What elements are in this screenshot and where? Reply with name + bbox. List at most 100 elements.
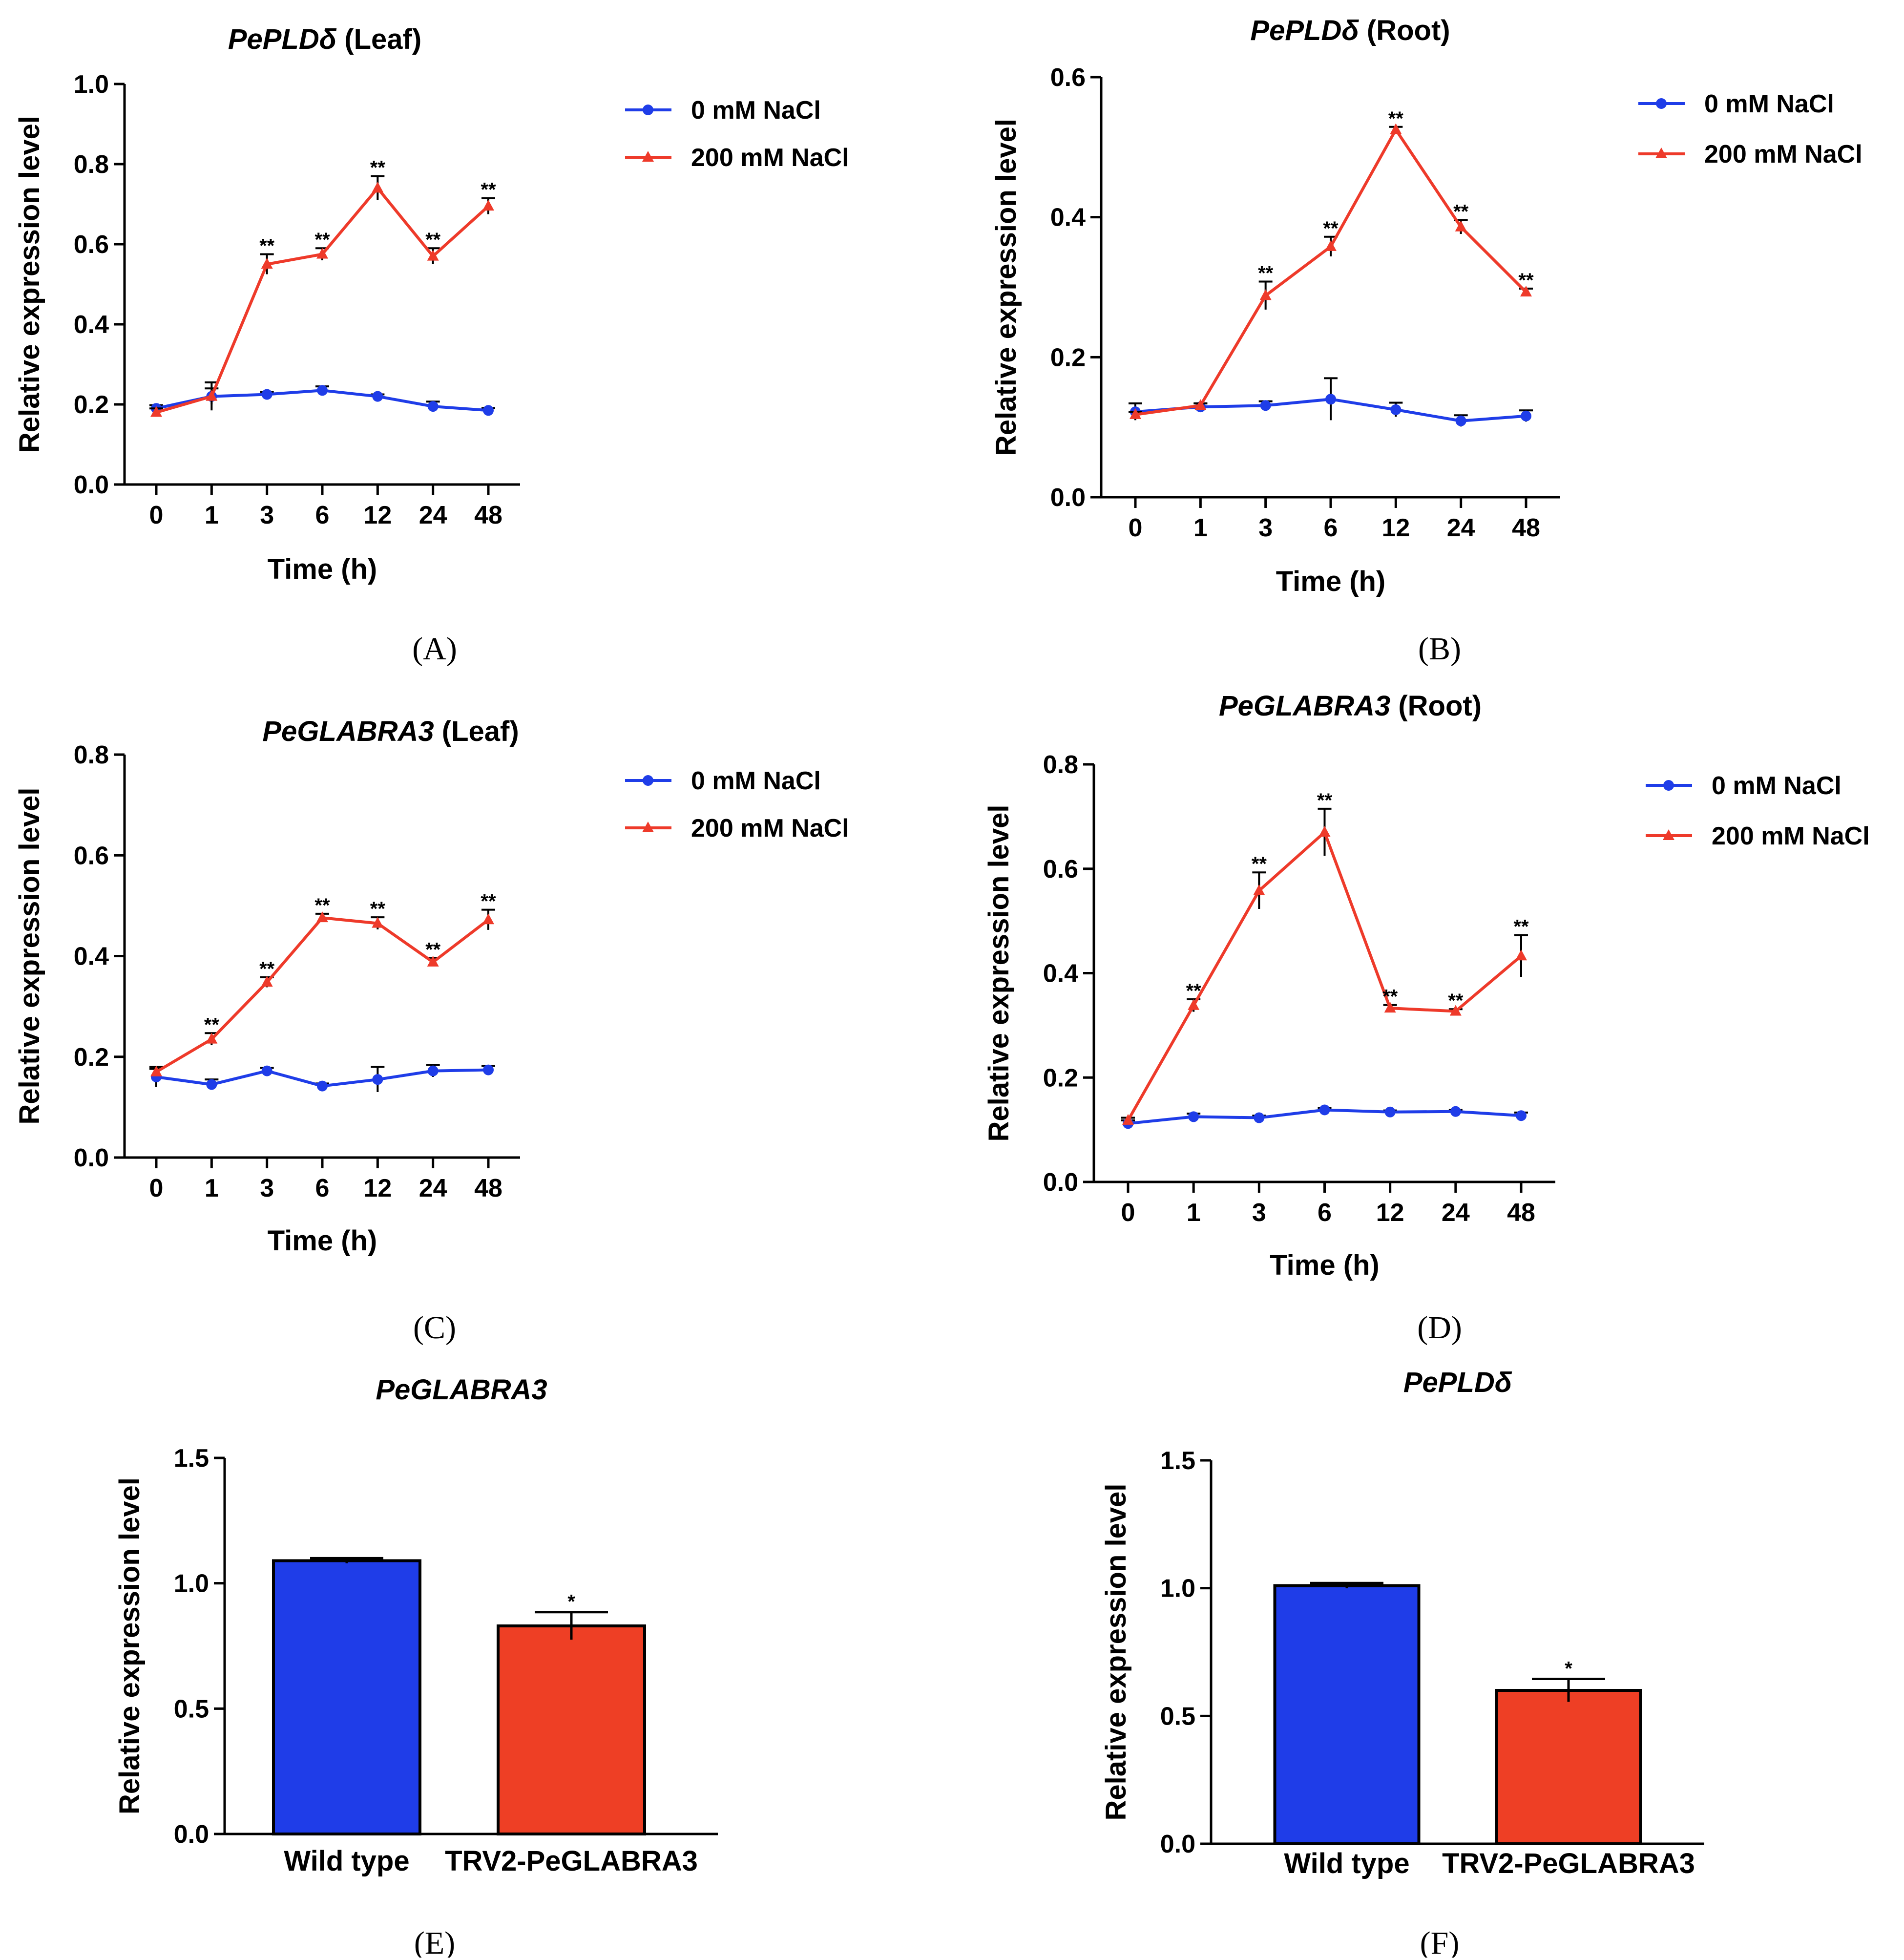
data-point <box>1455 220 1467 232</box>
data-point <box>1130 408 1141 419</box>
bar-group: Wild type <box>1273 1581 1421 1879</box>
chart-title-gene: PeGLABRA3 <box>1219 690 1390 722</box>
chart-title-suffix: (Leaf) <box>434 716 519 747</box>
panel-label: (F) <box>1420 1925 1460 1958</box>
x-tick-label: 0 <box>1129 514 1143 542</box>
data-point <box>261 1065 272 1076</box>
significance-marker: ** <box>204 1014 220 1035</box>
panel-label: (C) <box>413 1310 456 1346</box>
x-category-label: TRV2-PeGLABRA3 <box>1442 1848 1695 1879</box>
data-point <box>1259 289 1272 300</box>
data-point <box>1515 949 1527 961</box>
bar <box>272 1559 421 1835</box>
bar <box>497 1624 646 1836</box>
x-tick-label: 3 <box>1258 514 1273 542</box>
legend-marker <box>643 105 653 115</box>
data-point <box>372 1074 383 1085</box>
significance-marker: ** <box>1448 990 1464 1012</box>
data-point <box>206 390 218 401</box>
data-point <box>317 385 328 396</box>
data-point <box>483 405 494 416</box>
significance-marker: ** <box>481 179 496 201</box>
y-axis-title: Relative expression level <box>14 116 45 453</box>
x-tick-label: 3 <box>260 501 274 529</box>
x-tick-label: 24 <box>419 1174 447 1202</box>
legend-marker <box>1663 780 1674 791</box>
legend-label: 200 mM NaCl <box>691 144 849 172</box>
bar-group: * TRV2-PeGLABRA3 <box>445 1591 698 1877</box>
significance-marker: ** <box>1513 916 1529 937</box>
data-point <box>261 258 273 269</box>
data-point <box>427 250 439 261</box>
significance-marker: ** <box>314 229 330 251</box>
data-point <box>1449 1005 1462 1016</box>
chart-title: PeGLABRA3 (Leaf) <box>262 716 519 747</box>
x-tick-label: 24 <box>1442 1199 1470 1227</box>
bar-group: * TRV2-PeGLABRA3 <box>1442 1658 1695 1879</box>
x-tick-label: 12 <box>1381 514 1410 542</box>
y-tick-label: 0.0 <box>74 1144 109 1172</box>
data-point <box>1194 399 1207 410</box>
significance-marker: ** <box>1323 218 1339 239</box>
significance-marker: ** <box>1186 980 1202 1002</box>
data-point <box>261 976 273 987</box>
y-tick-label: 0.5 <box>1160 1702 1195 1730</box>
data-point <box>1450 1106 1461 1117</box>
legend-label: 0 mM NaCl <box>1712 772 1841 800</box>
y-tick-label: 0.2 <box>74 1043 109 1072</box>
y-tick-label: 0.8 <box>74 741 109 769</box>
data-point <box>1516 1110 1527 1121</box>
significance-marker: ** <box>370 898 386 920</box>
x-tick-label: 24 <box>1447 514 1475 542</box>
bar-group: Wild type <box>272 1557 421 1877</box>
x-axis-title: Time (h) <box>1276 566 1386 597</box>
y-tick-label: 0.0 <box>1160 1830 1195 1858</box>
significance-marker: ** <box>1317 790 1333 811</box>
significance-marker: ** <box>1518 270 1534 291</box>
x-tick-label: 1 <box>1187 1199 1201 1227</box>
data-point <box>1254 1112 1265 1123</box>
panel-label: (E) <box>414 1925 455 1958</box>
chart-title-suffix: (Root) <box>1359 15 1450 46</box>
x-tick-label: 12 <box>363 1174 392 1202</box>
data-point <box>261 389 272 400</box>
y-tick-label: 0.6 <box>1043 855 1078 884</box>
data-point <box>1319 1104 1330 1116</box>
y-tick-label: 0.6 <box>74 231 109 259</box>
chart-title-suffix: (Leaf) <box>336 23 421 55</box>
series-line <box>156 187 490 414</box>
data-point <box>1455 415 1466 426</box>
legend-label: 200 mM NaCl <box>1712 822 1870 850</box>
x-tick-label: 12 <box>363 501 392 529</box>
x-axis-title: Time (h) <box>1270 1249 1380 1281</box>
x-tick-label: 3 <box>1252 1199 1266 1227</box>
chart-title: PeGLABRA3 (Root) <box>1219 690 1482 722</box>
data-point <box>317 1080 328 1092</box>
data-point <box>1260 400 1271 411</box>
significance-marker: * <box>1565 1658 1572 1679</box>
legend-marker <box>643 775 653 786</box>
data-point <box>482 913 494 925</box>
data-point <box>1521 410 1531 422</box>
bar <box>1273 1584 1421 1845</box>
significance-marker: ** <box>370 157 386 179</box>
significance-marker: ** <box>481 891 496 912</box>
chart-title: PeGLABRA3 <box>376 1374 547 1406</box>
y-tick-label: 1.5 <box>174 1444 209 1473</box>
x-tick-label: 0 <box>149 1174 164 1202</box>
data-point <box>1122 1114 1134 1125</box>
series-line <box>1127 830 1522 1121</box>
panel-label: (D) <box>1417 1310 1462 1346</box>
chart-title-gene: PeGLABRA3 <box>376 1374 547 1406</box>
x-category-label: Wild type <box>1284 1848 1409 1879</box>
y-tick-label: 0.5 <box>174 1695 209 1723</box>
x-tick-label: 1 <box>1193 514 1208 542</box>
y-tick-label: 0.6 <box>1050 63 1086 92</box>
y-axis-title: Relative expression level <box>114 1477 146 1814</box>
x-tick-label: 6 <box>1318 1199 1332 1227</box>
significance-marker: ** <box>425 939 441 961</box>
y-tick-label: 1.0 <box>1160 1575 1195 1603</box>
significance-marker: ** <box>1252 853 1267 875</box>
y-tick-label: 0.0 <box>1043 1168 1078 1197</box>
